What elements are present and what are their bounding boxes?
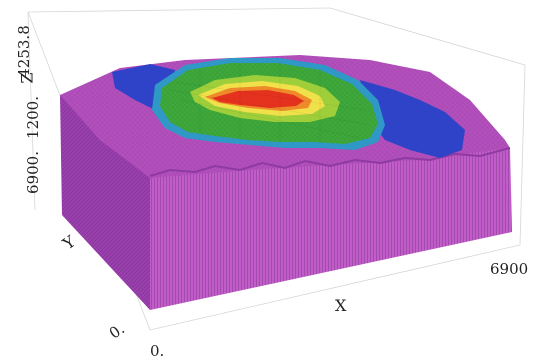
origin-x-tick: 0.: [150, 342, 165, 360]
red-zone: [212, 90, 304, 108]
y-corner-tick: 6900.: [23, 151, 42, 194]
z-axis-label: Z: [17, 72, 37, 84]
z-tick-top: 4253.8: [14, 25, 33, 78]
mesh-lines: [169, 62, 371, 143]
blue-zone-right: [360, 80, 465, 158]
z-tick-mid: 1200.: [23, 96, 42, 139]
x-tick-right: 6900: [490, 260, 529, 278]
x-axis-label: X: [335, 296, 347, 315]
